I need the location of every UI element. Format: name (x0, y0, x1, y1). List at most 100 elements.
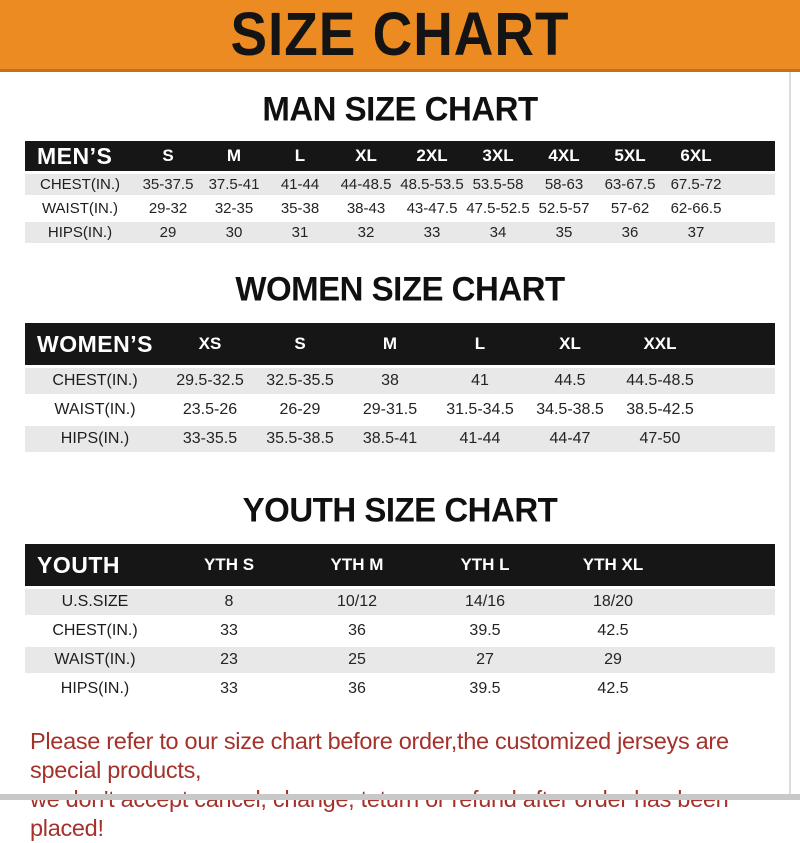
row-label: HIPS(IN.) (25, 426, 165, 452)
men-hips-row: HIPS(IN.) 29 30 31 32 33 34 35 36 37 (25, 222, 775, 243)
cell: 34.5-38.5 (525, 397, 615, 423)
cell: 29.5-32.5 (165, 368, 255, 394)
youth-col-m: YTH M (293, 544, 421, 586)
men-col-3xl: 3XL (465, 141, 531, 171)
men-waist-row: WAIST(IN.) 29-32 32-35 35-38 38-43 43-47… (25, 198, 775, 219)
bottom-edge-strip (0, 794, 800, 800)
row-label: CHEST(IN.) (25, 174, 135, 195)
cell: 44.5 (525, 368, 615, 394)
row-spacer (705, 426, 775, 452)
men-corner-label: MEN’S (25, 141, 135, 171)
cell: 33 (165, 676, 293, 702)
cell: 32-35 (201, 198, 267, 219)
row-spacer (729, 174, 775, 195)
cell: 29-31.5 (345, 397, 435, 423)
row-label: WAIST(IN.) (25, 647, 165, 673)
youth-col-s: YTH S (165, 544, 293, 586)
cell: 48.5-53.5 (399, 174, 465, 195)
cell: 41-44 (435, 426, 525, 452)
right-edge-divider (789, 72, 791, 794)
row-spacer (677, 647, 775, 673)
cell: 31.5-34.5 (435, 397, 525, 423)
women-waist-row: WAIST(IN.) 23.5-26 26-29 29-31.5 31.5-34… (25, 397, 775, 423)
cell: 62-66.5 (663, 198, 729, 219)
youth-header-row: YOUTH YTH S YTH M YTH L YTH XL (25, 544, 775, 586)
women-chest-row: CHEST(IN.) 29.5-32.5 32.5-35.5 38 41 44.… (25, 368, 775, 394)
cell: 57-62 (597, 198, 663, 219)
women-corner-label: WOMEN’S (25, 323, 165, 365)
row-label: CHEST(IN.) (25, 618, 165, 644)
women-col-xl: XL (525, 323, 615, 365)
cell: 31 (267, 222, 333, 243)
cell: 38.5-42.5 (615, 397, 705, 423)
cell: 37.5-41 (201, 174, 267, 195)
youth-corner-label: YOUTH (25, 544, 165, 586)
cell: 35-37.5 (135, 174, 201, 195)
women-size-table: WOMEN’S XS S M L XL XXL CHEST(IN.) 29.5-… (25, 320, 775, 455)
men-header-row: MEN’S S M L XL 2XL 3XL 4XL 5XL 6XL (25, 141, 775, 171)
cell: 37 (663, 222, 729, 243)
youth-size-table: YOUTH YTH S YTH M YTH L YTH XL U.S.SIZE … (25, 541, 775, 705)
cell: 42.5 (549, 618, 677, 644)
cell: 36 (293, 676, 421, 702)
cell: 18/20 (549, 589, 677, 615)
cell: 39.5 (421, 676, 549, 702)
cell: 29-32 (135, 198, 201, 219)
row-label: WAIST(IN.) (25, 198, 135, 219)
youth-col-xl: YTH XL (549, 544, 677, 586)
cell: 44.5-48.5 (615, 368, 705, 394)
men-section-title: MAN SIZE CHART (262, 89, 538, 128)
cell: 44-47 (525, 426, 615, 452)
cell: 44-48.5 (333, 174, 399, 195)
row-spacer (677, 618, 775, 644)
cell: 41 (435, 368, 525, 394)
order-warning-line1: Please refer to our size chart before or… (30, 728, 729, 783)
row-label: CHEST(IN.) (25, 368, 165, 394)
page-title: SIZE CHART (230, 0, 570, 68)
cell: 42.5 (549, 676, 677, 702)
men-col-2xl: 2XL (399, 141, 465, 171)
men-size-table: MEN’S S M L XL 2XL 3XL 4XL 5XL 6XL CHEST… (25, 138, 775, 246)
order-warning-note: Please refer to our size chart before or… (30, 727, 772, 843)
women-col-s: S (255, 323, 345, 365)
cell: 27 (421, 647, 549, 673)
cell: 52.5-57 (531, 198, 597, 219)
youth-ussize-row: U.S.SIZE 8 10/12 14/16 18/20 (25, 589, 775, 615)
women-col-m: M (345, 323, 435, 365)
cell: 39.5 (421, 618, 549, 644)
youth-col-l: YTH L (421, 544, 549, 586)
men-col-4xl: 4XL (531, 141, 597, 171)
men-col-xl: XL (333, 141, 399, 171)
row-spacer (705, 397, 775, 423)
youth-waist-row: WAIST(IN.) 23 25 27 29 (25, 647, 775, 673)
women-header-spacer (705, 323, 775, 365)
row-spacer (705, 368, 775, 394)
cell: 63-67.5 (597, 174, 663, 195)
cell: 58-63 (531, 174, 597, 195)
cell: 38.5-41 (345, 426, 435, 452)
row-label: U.S.SIZE (25, 589, 165, 615)
men-col-5xl: 5XL (597, 141, 663, 171)
cell: 35 (531, 222, 597, 243)
women-header-row: WOMEN’S XS S M L XL XXL (25, 323, 775, 365)
youth-chest-row: CHEST(IN.) 33 36 39.5 42.5 (25, 618, 775, 644)
cell: 14/16 (421, 589, 549, 615)
cell: 32.5-35.5 (255, 368, 345, 394)
cell: 25 (293, 647, 421, 673)
cell: 34 (465, 222, 531, 243)
women-col-xs: XS (165, 323, 255, 365)
row-spacer (677, 676, 775, 702)
row-label: HIPS(IN.) (25, 222, 135, 243)
cell: 67.5-72 (663, 174, 729, 195)
men-header-spacer (729, 141, 775, 171)
cell: 41-44 (267, 174, 333, 195)
title-banner: SIZE CHART (0, 0, 800, 72)
cell: 30 (201, 222, 267, 243)
cell: 8 (165, 589, 293, 615)
cell: 32 (333, 222, 399, 243)
men-col-m: M (201, 141, 267, 171)
cell: 33 (165, 618, 293, 644)
cell: 29 (549, 647, 677, 673)
cell: 29 (135, 222, 201, 243)
cell: 33-35.5 (165, 426, 255, 452)
